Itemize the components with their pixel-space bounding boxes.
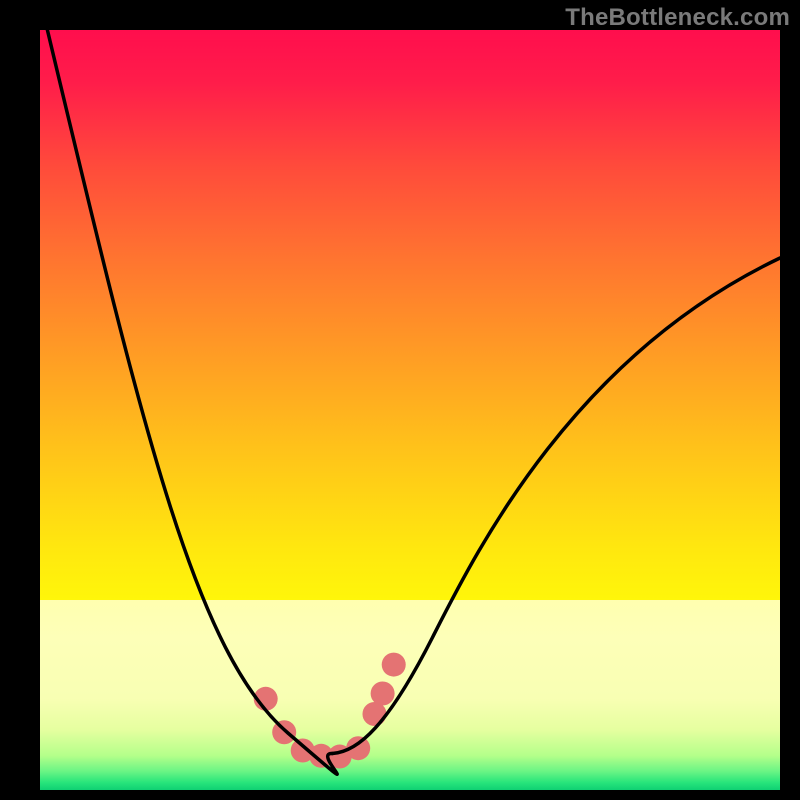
- watermark-text: TheBottleneck.com: [565, 4, 790, 32]
- curve-marker: [362, 702, 386, 726]
- stage: TheBottleneck.com: [0, 0, 800, 800]
- curve-marker: [382, 653, 406, 677]
- chart-canvas: [0, 0, 800, 800]
- curve-marker: [371, 681, 395, 705]
